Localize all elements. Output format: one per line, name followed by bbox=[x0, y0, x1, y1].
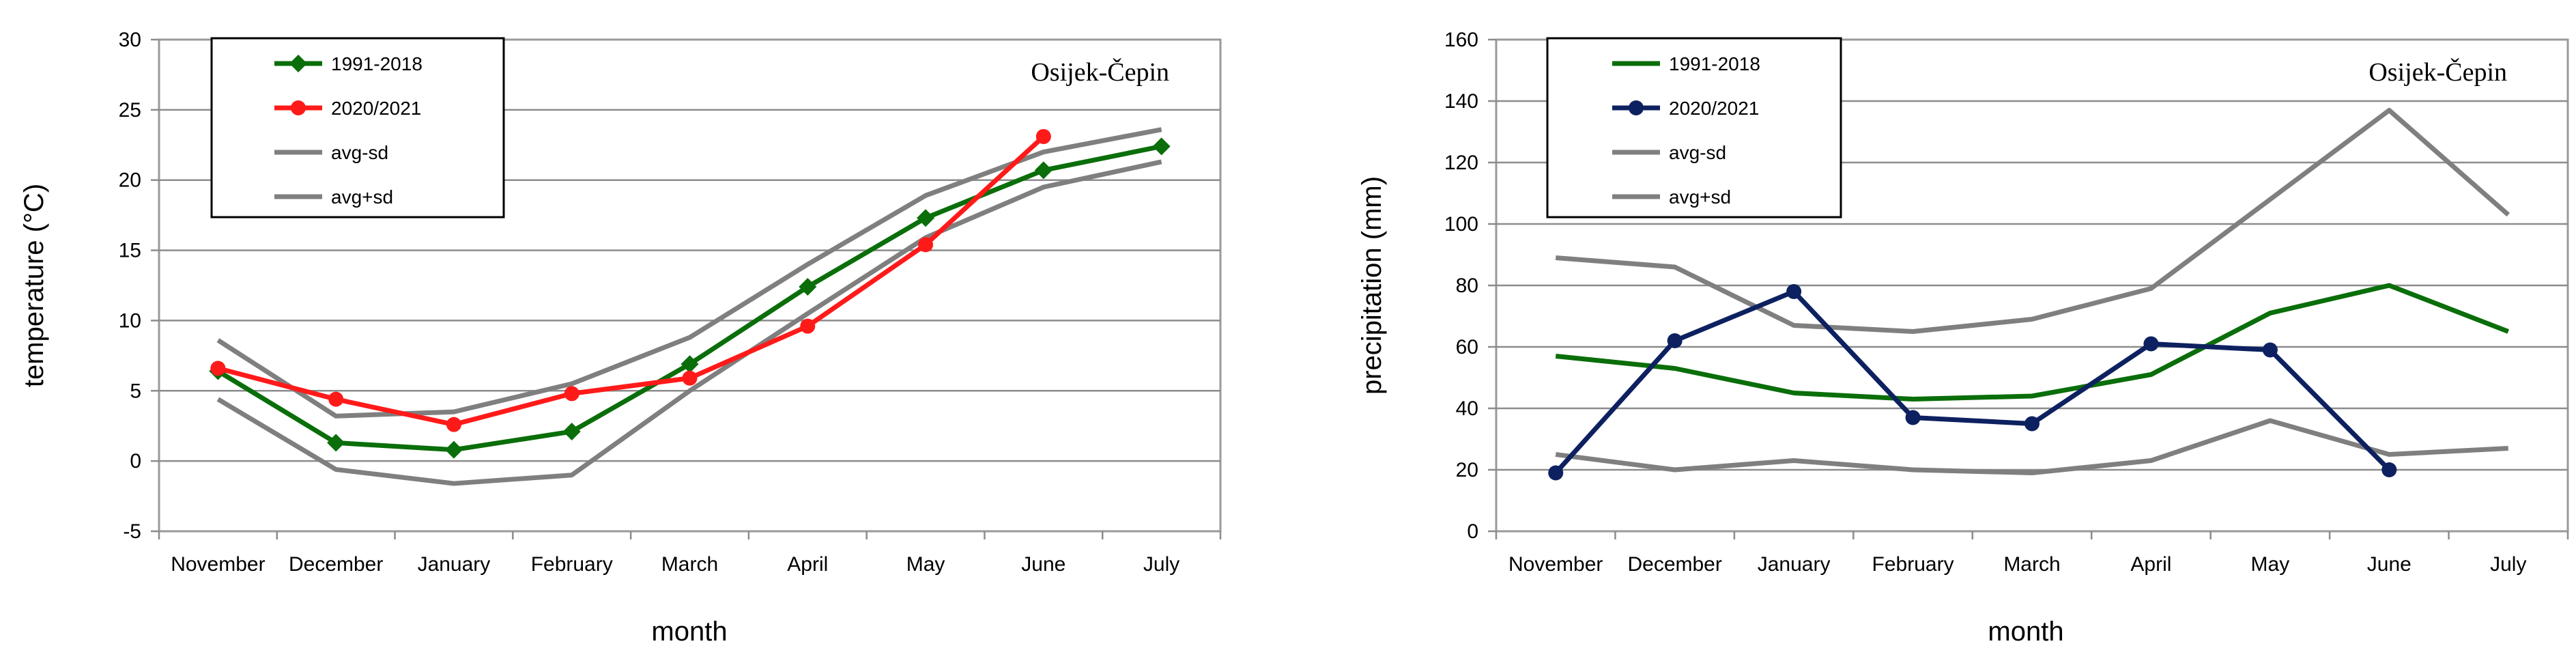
x-tick-label: March bbox=[661, 553, 718, 576]
x-tick-label: June bbox=[1021, 553, 1065, 576]
legend-label: 1991-2018 bbox=[331, 53, 423, 74]
data-point bbox=[2381, 462, 2397, 477]
x-tick-label: February bbox=[1872, 553, 1954, 576]
y-axis-title: temperature (°C) bbox=[19, 184, 49, 387]
legend: 1991-2018 2020/2021 avg-sd avg+sd bbox=[210, 37, 505, 219]
x-tick-label: March bbox=[2003, 553, 2060, 576]
legend-label: 2020/2021 bbox=[331, 98, 421, 119]
x-tick-label: June bbox=[2367, 553, 2412, 576]
y-tick-label: 60 bbox=[1456, 336, 1478, 358]
series-line-avg-sd bbox=[1555, 418, 2508, 475]
y-tick-label: 5 bbox=[130, 380, 141, 402]
series-lines bbox=[209, 127, 1171, 486]
data-point bbox=[328, 391, 344, 407]
legend-label: avg+sd bbox=[331, 186, 393, 208]
data-point bbox=[800, 318, 816, 334]
x-tick-label: January bbox=[418, 553, 491, 576]
x-tick-label: November bbox=[171, 553, 265, 576]
series-line-2020/2021 bbox=[1554, 289, 2391, 475]
x-tick-label: February bbox=[531, 553, 613, 576]
y-tick-label: 10 bbox=[119, 309, 141, 332]
legend-label: 2020/2021 bbox=[1669, 98, 1759, 119]
legend-label: avg-sd bbox=[331, 142, 388, 163]
series-line-avg-sd bbox=[216, 159, 1162, 486]
y-tick-label: 15 bbox=[119, 240, 141, 262]
y-tick-label: 80 bbox=[1456, 275, 1478, 297]
data-point bbox=[1548, 465, 1564, 481]
data-point bbox=[210, 361, 226, 376]
temperature-chart: -5 0 5 10 15 20 25 30 November December January Fe… bbox=[19, 29, 1222, 647]
x-tick-label: July bbox=[2490, 553, 2526, 576]
x-tick-labels: November December January February March Apri… bbox=[171, 553, 1179, 576]
x-tick-label: May bbox=[906, 553, 945, 576]
data-point bbox=[1152, 137, 1171, 156]
data-point bbox=[682, 370, 698, 386]
series-lines bbox=[1548, 108, 2510, 481]
data-point bbox=[444, 440, 463, 459]
data-point bbox=[2024, 416, 2040, 432]
legend-marker bbox=[1629, 100, 1644, 115]
legend-label: avg-sd bbox=[1669, 142, 1726, 163]
legend-label: 1991-2018 bbox=[1669, 53, 1760, 74]
y-tick-label: 20 bbox=[119, 169, 141, 192]
data-point bbox=[917, 209, 935, 227]
y-tick-label: 160 bbox=[1444, 29, 1478, 51]
x-axis-title: month bbox=[651, 617, 727, 647]
data-point bbox=[1905, 410, 1921, 425]
y-tick-label: 40 bbox=[1456, 397, 1478, 420]
legend-box bbox=[210, 37, 505, 219]
legend-label: avg+sd bbox=[1669, 186, 1731, 208]
data-point bbox=[1667, 333, 1683, 348]
y-tick-label: 0 bbox=[130, 450, 141, 473]
data-point bbox=[2143, 336, 2159, 352]
y-tick-label: -5 bbox=[123, 520, 141, 543]
data-point bbox=[1035, 128, 1051, 144]
x-tick-label: November bbox=[1508, 553, 1603, 576]
data-point bbox=[918, 237, 934, 253]
y-tick-label: 140 bbox=[1444, 90, 1478, 113]
y-tick-labels: -5 0 5 10 15 20 25 30 bbox=[119, 29, 141, 543]
series-line-avg+sd bbox=[1555, 108, 2510, 334]
legend-marker bbox=[289, 55, 307, 72]
y-tick-label: 30 bbox=[119, 29, 141, 51]
data-point bbox=[327, 434, 345, 452]
data-point bbox=[562, 422, 581, 440]
x-tick-label: July bbox=[1143, 553, 1179, 576]
y-tick-label: 100 bbox=[1444, 213, 1478, 236]
x-tick-label: December bbox=[289, 553, 383, 576]
data-point bbox=[564, 386, 579, 402]
x-tick-label: April bbox=[787, 553, 828, 576]
x-tick-label: December bbox=[1627, 553, 1721, 576]
data-point bbox=[799, 278, 817, 296]
station-annotation: Osijek-Čepin bbox=[2369, 58, 2507, 87]
station-annotation: Osijek-Čepin bbox=[1031, 58, 1169, 87]
series-line-1991-2018 bbox=[1555, 283, 2510, 402]
y-tick-label: 120 bbox=[1444, 152, 1478, 174]
data-point bbox=[1786, 284, 1802, 299]
precipitation-chart: 0 20 40 60 80 100 120 140 160 November December Ja… bbox=[1357, 29, 2569, 647]
y-tick-label: 25 bbox=[119, 99, 141, 122]
legend: 1991-2018 2020/2021 avg-sd avg+sd bbox=[1546, 37, 1842, 219]
x-axis-title: month bbox=[1988, 617, 2063, 647]
y-tick-label: 0 bbox=[1467, 520, 1478, 543]
legend-marker bbox=[291, 100, 306, 115]
x-tick-label: April bbox=[2130, 553, 2171, 576]
y-tick-labels: 0 20 40 60 80 100 120 140 160 bbox=[1444, 29, 1478, 543]
series-line-2020/2021 bbox=[217, 135, 1046, 427]
x-tick-labels: November December January February March Apri… bbox=[1508, 553, 2526, 576]
data-point bbox=[1034, 161, 1053, 180]
y-axis-title: precipitation (mm) bbox=[1357, 176, 1387, 395]
series-line-avg+sd bbox=[216, 127, 1162, 419]
data-point bbox=[2262, 342, 2278, 358]
x-tick-label: January bbox=[1758, 553, 1831, 576]
x-tick-label: May bbox=[2251, 553, 2290, 576]
legend-box bbox=[1546, 37, 1842, 219]
data-point bbox=[681, 355, 699, 374]
data-point bbox=[446, 417, 461, 432]
y-tick-label: 20 bbox=[1456, 459, 1478, 481]
